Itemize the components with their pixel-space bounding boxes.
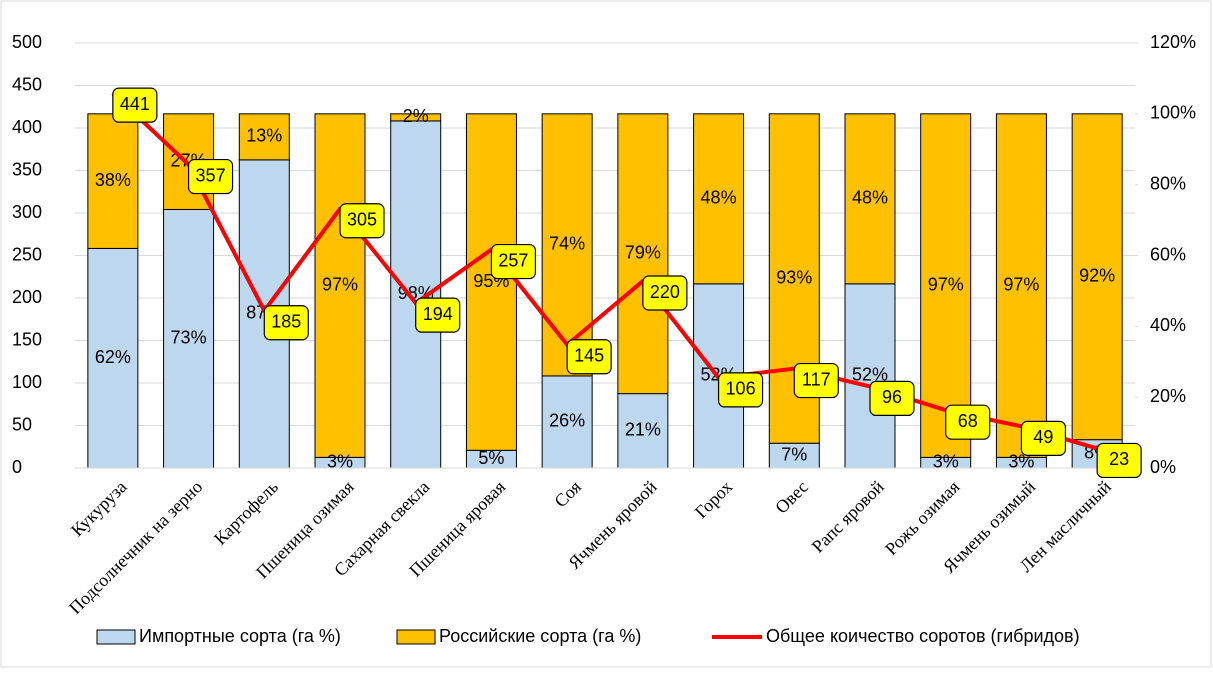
y-tick-label: 500 (12, 32, 42, 52)
legend-label: Российские сорта (га %) (439, 626, 641, 646)
line-value-label: 441 (120, 94, 150, 114)
line-value-label: 49 (1033, 427, 1053, 447)
bar-value-label: 73% (171, 327, 207, 347)
bar-value-label: 3% (933, 451, 959, 471)
y-tick-label: 350 (12, 159, 42, 179)
line-label-box (566, 339, 612, 375)
bar (465, 113, 517, 451)
line-value-label: 194 (423, 304, 453, 324)
bar-value-label: 7% (781, 444, 807, 464)
y-tick-label: 400 (12, 117, 42, 137)
bar-value-label: 3% (1008, 451, 1034, 471)
line-value-label: 23 (1109, 449, 1129, 469)
bar-value-label: 13% (246, 126, 282, 146)
legend-label: Импортные сорта (га %) (139, 626, 341, 646)
y2-tick-label: 120% (1150, 32, 1196, 52)
bar-value-label: 62% (95, 347, 131, 367)
y-tick-label: 50 (12, 414, 32, 434)
line-label-box (187, 158, 234, 195)
line-value-label: 357 (196, 165, 226, 185)
bar (314, 113, 366, 458)
legend-label: Общее коичество соротов (гибридов) (766, 626, 1080, 646)
bar-value-label: 5% (478, 448, 504, 468)
y-tick-label: 450 (12, 74, 42, 94)
bar (541, 375, 593, 469)
line-label-box (1020, 420, 1067, 456)
line-label-box (112, 87, 158, 123)
line-value-label: 106 (726, 379, 756, 399)
bar (390, 113, 442, 122)
bar-value-label: 97% (322, 274, 358, 294)
bar (844, 283, 896, 469)
y2-tick-label: 0% (1150, 457, 1176, 477)
line-value-label: 185 (271, 312, 301, 332)
line-label-box (945, 404, 991, 440)
y-tick-label: 200 (12, 287, 42, 307)
line-value-label: 305 (347, 210, 377, 230)
bar-value-label: 38% (95, 170, 131, 190)
bar (617, 393, 669, 469)
bar-value-label: 21% (625, 420, 661, 440)
line-label-box (642, 275, 688, 311)
line-value-label: 117 (802, 369, 831, 389)
line-value-label: 96 (882, 387, 902, 407)
line-label-box (415, 297, 461, 333)
y2-tick-label: 60% (1150, 244, 1186, 264)
line-label-box (1096, 442, 1142, 479)
line-value-label: 145 (574, 346, 604, 366)
line (111, 91, 1098, 451)
y2-tick-label: 100% (1150, 103, 1196, 123)
line-label-box (717, 372, 764, 408)
bar-value-label: 2% (403, 106, 429, 126)
line-value-label: 68 (958, 411, 978, 431)
legend-swatch (396, 629, 436, 645)
y-tick-label: 250 (12, 244, 42, 264)
line-value-label: 257 (498, 250, 528, 270)
bar (693, 113, 745, 285)
line-label-box (869, 380, 915, 416)
y-tick-label: 150 (12, 329, 42, 349)
y2-tick-label: 40% (1150, 315, 1186, 335)
y2-tick-label: 20% (1150, 386, 1186, 406)
bar-value-label: 93% (776, 267, 812, 287)
bar (995, 113, 1047, 458)
bar (920, 113, 972, 458)
y-tick-label: 300 (12, 202, 42, 222)
line-label-box (263, 305, 309, 341)
bar-value-label: 52% (852, 365, 888, 385)
y2-tick-label: 80% (1150, 173, 1186, 193)
bar-value-label: 97% (1003, 274, 1039, 294)
bar (238, 113, 290, 161)
y-tick-label: 0 (12, 457, 22, 477)
bar-value-label: 97% (928, 274, 964, 294)
legend-swatch (96, 629, 136, 645)
bar (768, 442, 820, 469)
y-tick-label: 100 (12, 372, 42, 392)
line-value-label: 220 (650, 282, 680, 302)
bar (617, 113, 669, 395)
bar (844, 113, 896, 285)
bar-value-label: 26% (549, 411, 585, 431)
line-label-box (490, 243, 537, 280)
bar-value-label: 92% (1079, 266, 1115, 286)
bar-value-label: 74% (549, 234, 585, 254)
line-label-box (793, 362, 839, 399)
line-label-box (339, 203, 385, 239)
bar (1071, 113, 1123, 441)
bar-value-label: 48% (701, 188, 737, 208)
bar-value-label: 3% (327, 451, 353, 471)
bar-value-label: 48% (852, 188, 888, 208)
bar-value-label: 79% (625, 242, 661, 262)
